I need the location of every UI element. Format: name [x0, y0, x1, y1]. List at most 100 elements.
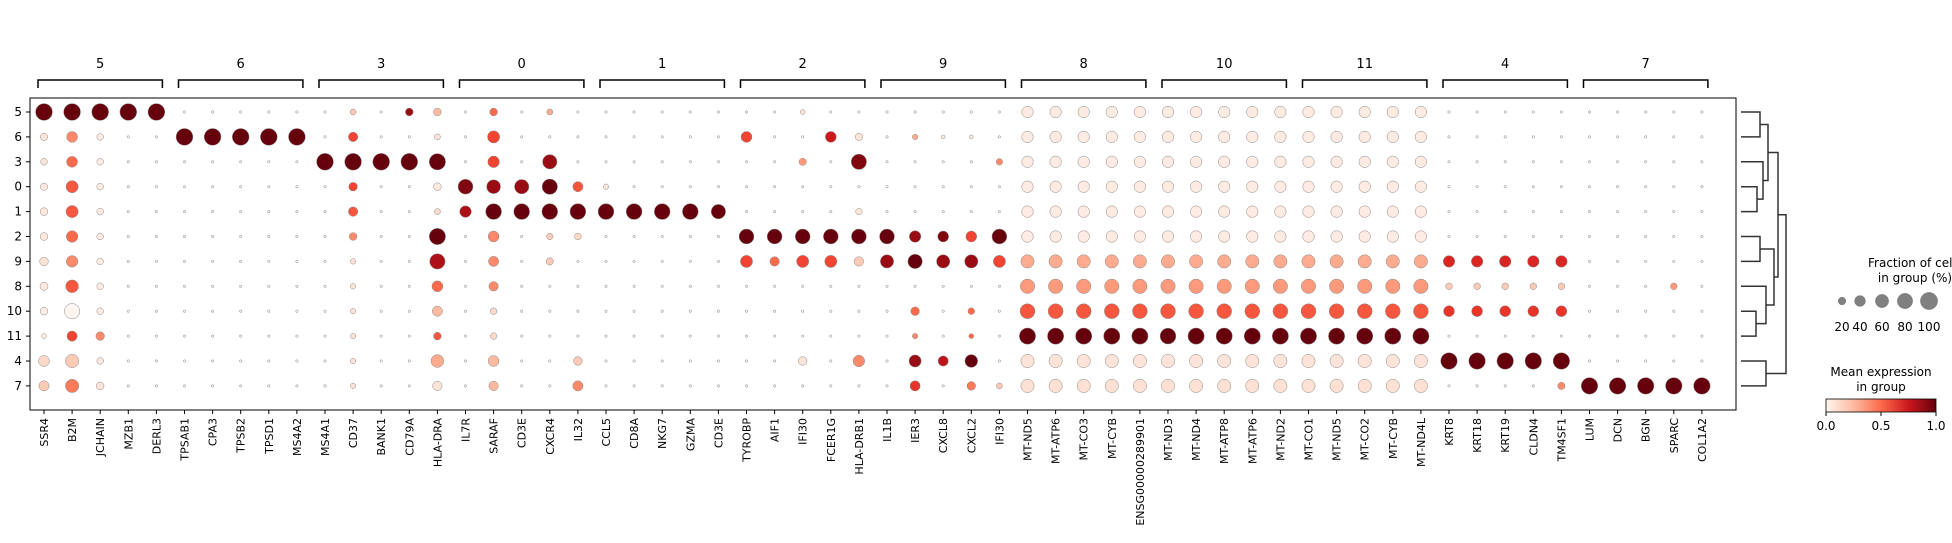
dot-mark [1445, 282, 1453, 290]
dot-mark [183, 160, 186, 164]
dot-mark [1414, 230, 1427, 243]
dot-mark [1581, 377, 1598, 395]
dot-mark [1414, 155, 1427, 168]
dot-mark [96, 158, 104, 166]
dot-mark [239, 235, 243, 238]
dot-mark [1700, 359, 1704, 363]
dot-mark [576, 259, 580, 263]
dot-mark [430, 354, 445, 368]
dot-mark [66, 156, 78, 168]
dot-mark [379, 334, 383, 338]
dot-mark [1559, 160, 1563, 164]
dot-mark [407, 259, 411, 263]
dot-mark [632, 334, 636, 338]
dot-mark [941, 134, 946, 140]
dot-mark [1021, 230, 1034, 243]
dot-mark [486, 179, 501, 194]
gene-label: MT-ND5 [1022, 418, 1035, 461]
dot-mark [993, 255, 1006, 268]
dot-mark [1414, 130, 1427, 143]
dot-mark [464, 334, 467, 338]
dot-mark [239, 110, 243, 114]
group-bracket [739, 79, 866, 88]
dot-mark [1077, 105, 1090, 119]
dot-mark [1246, 205, 1259, 218]
dot-mark [829, 185, 833, 189]
gene-label: IL7R [460, 418, 473, 442]
dot-mark [183, 384, 186, 388]
dot-mark [573, 356, 583, 366]
group-label: 7 [1642, 57, 1650, 72]
dot-mark [738, 228, 755, 245]
dot-mark [909, 230, 922, 243]
dot-mark [126, 259, 130, 263]
group-bracket [1161, 79, 1288, 88]
gene-label: CLDN4 [1527, 418, 1540, 456]
dot-mark [997, 210, 1001, 214]
dot-mark [1413, 354, 1428, 368]
dot-mark [995, 158, 1003, 166]
dot-mark [740, 131, 753, 143]
dot-mark [660, 384, 664, 388]
gene-label: CCL5 [600, 418, 613, 447]
dot-mark [825, 131, 837, 143]
dot-mark [829, 110, 833, 114]
dot-mark [434, 133, 441, 141]
dot-mark [1019, 327, 1036, 345]
dot-mark [126, 309, 130, 313]
dot-mark [1644, 210, 1648, 214]
dot-mark [773, 135, 777, 139]
dot-mark [1385, 303, 1401, 319]
dot-mark [154, 334, 158, 338]
dot-mark [1447, 160, 1451, 164]
dot-mark [350, 283, 357, 290]
dot-mark [1021, 105, 1034, 119]
dot-mark [798, 157, 807, 166]
dot-mark [520, 235, 524, 238]
dot-mark [96, 307, 104, 315]
dot-mark [40, 158, 48, 166]
dot-mark [745, 210, 748, 214]
dot-mark [1075, 327, 1093, 345]
row-label: 1 [14, 205, 22, 219]
dot-mark [349, 108, 357, 116]
dot-mark [239, 309, 243, 313]
dot-mark [964, 254, 979, 269]
dot-mark [965, 230, 977, 243]
dot-mark [379, 359, 383, 363]
dot-mark [1077, 130, 1090, 143]
dot-mark [407, 309, 411, 313]
dot-mark [1273, 254, 1288, 269]
dot-mark [801, 384, 805, 388]
group-bracket [37, 79, 164, 88]
colorbar-tick-label: 0.5 [1871, 419, 1890, 433]
dot-mark [211, 110, 215, 114]
dot-mark [1132, 303, 1148, 319]
dot-mark [1190, 105, 1203, 119]
dot-mark [1471, 255, 1484, 268]
dot-mark [688, 334, 692, 338]
dot-mark [548, 135, 552, 139]
dot-mark [574, 232, 582, 241]
dot-mark [548, 334, 552, 338]
dot-mark [1385, 278, 1401, 294]
dot-mark [1672, 110, 1676, 114]
dot-mark [800, 109, 806, 115]
dot-mark [1301, 378, 1316, 393]
dot-mark [913, 284, 917, 288]
dot-mark [1588, 160, 1591, 164]
dot-mark [1644, 284, 1648, 288]
dot-mark [740, 255, 753, 268]
dot-mark [880, 254, 894, 269]
dot-mark [855, 133, 863, 141]
dot-mark [119, 103, 137, 121]
dot-mark [295, 210, 299, 214]
dot-mark [175, 128, 194, 146]
dot-mark [857, 185, 861, 189]
dot-mark [1357, 354, 1372, 368]
dot-mark [1330, 105, 1343, 119]
dot-mark [1187, 327, 1205, 345]
dot-mark [211, 359, 215, 363]
dot-mark [1302, 130, 1315, 143]
dot-mark [464, 135, 467, 139]
